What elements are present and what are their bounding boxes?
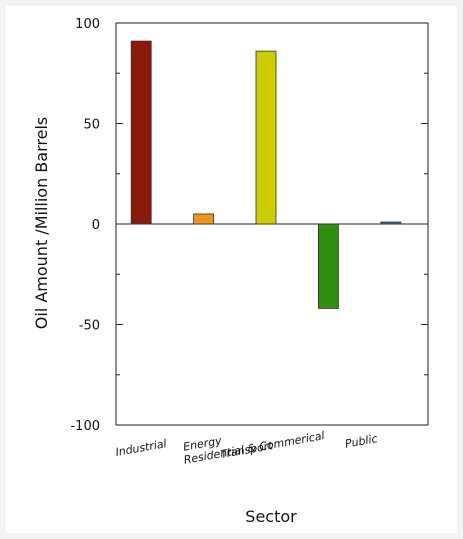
bar-industrial bbox=[130, 40, 152, 225]
y-tick-label: 50 bbox=[83, 118, 100, 133]
y-tick-label: 0 bbox=[92, 218, 100, 233]
y-tick-label: -100 bbox=[70, 419, 100, 434]
bar-public bbox=[380, 221, 402, 225]
x-category-label: Public bbox=[344, 432, 379, 450]
y-ticks-group: -100 -50 0 50 100 bbox=[70, 17, 428, 434]
chart-card bbox=[6, 6, 457, 533]
bar-transport bbox=[255, 50, 277, 225]
x-axis-title: Sector bbox=[245, 507, 297, 526]
y-tick-label: -50 bbox=[79, 319, 100, 334]
bar-residential-commerical bbox=[317, 223, 339, 309]
y-axis-title: Oil Amount /Million Barrels bbox=[32, 117, 51, 329]
bar-energy bbox=[193, 213, 215, 225]
x-category-label: Industrial bbox=[114, 437, 167, 459]
bars-group bbox=[130, 40, 402, 309]
y-tick-label: 100 bbox=[75, 17, 100, 32]
